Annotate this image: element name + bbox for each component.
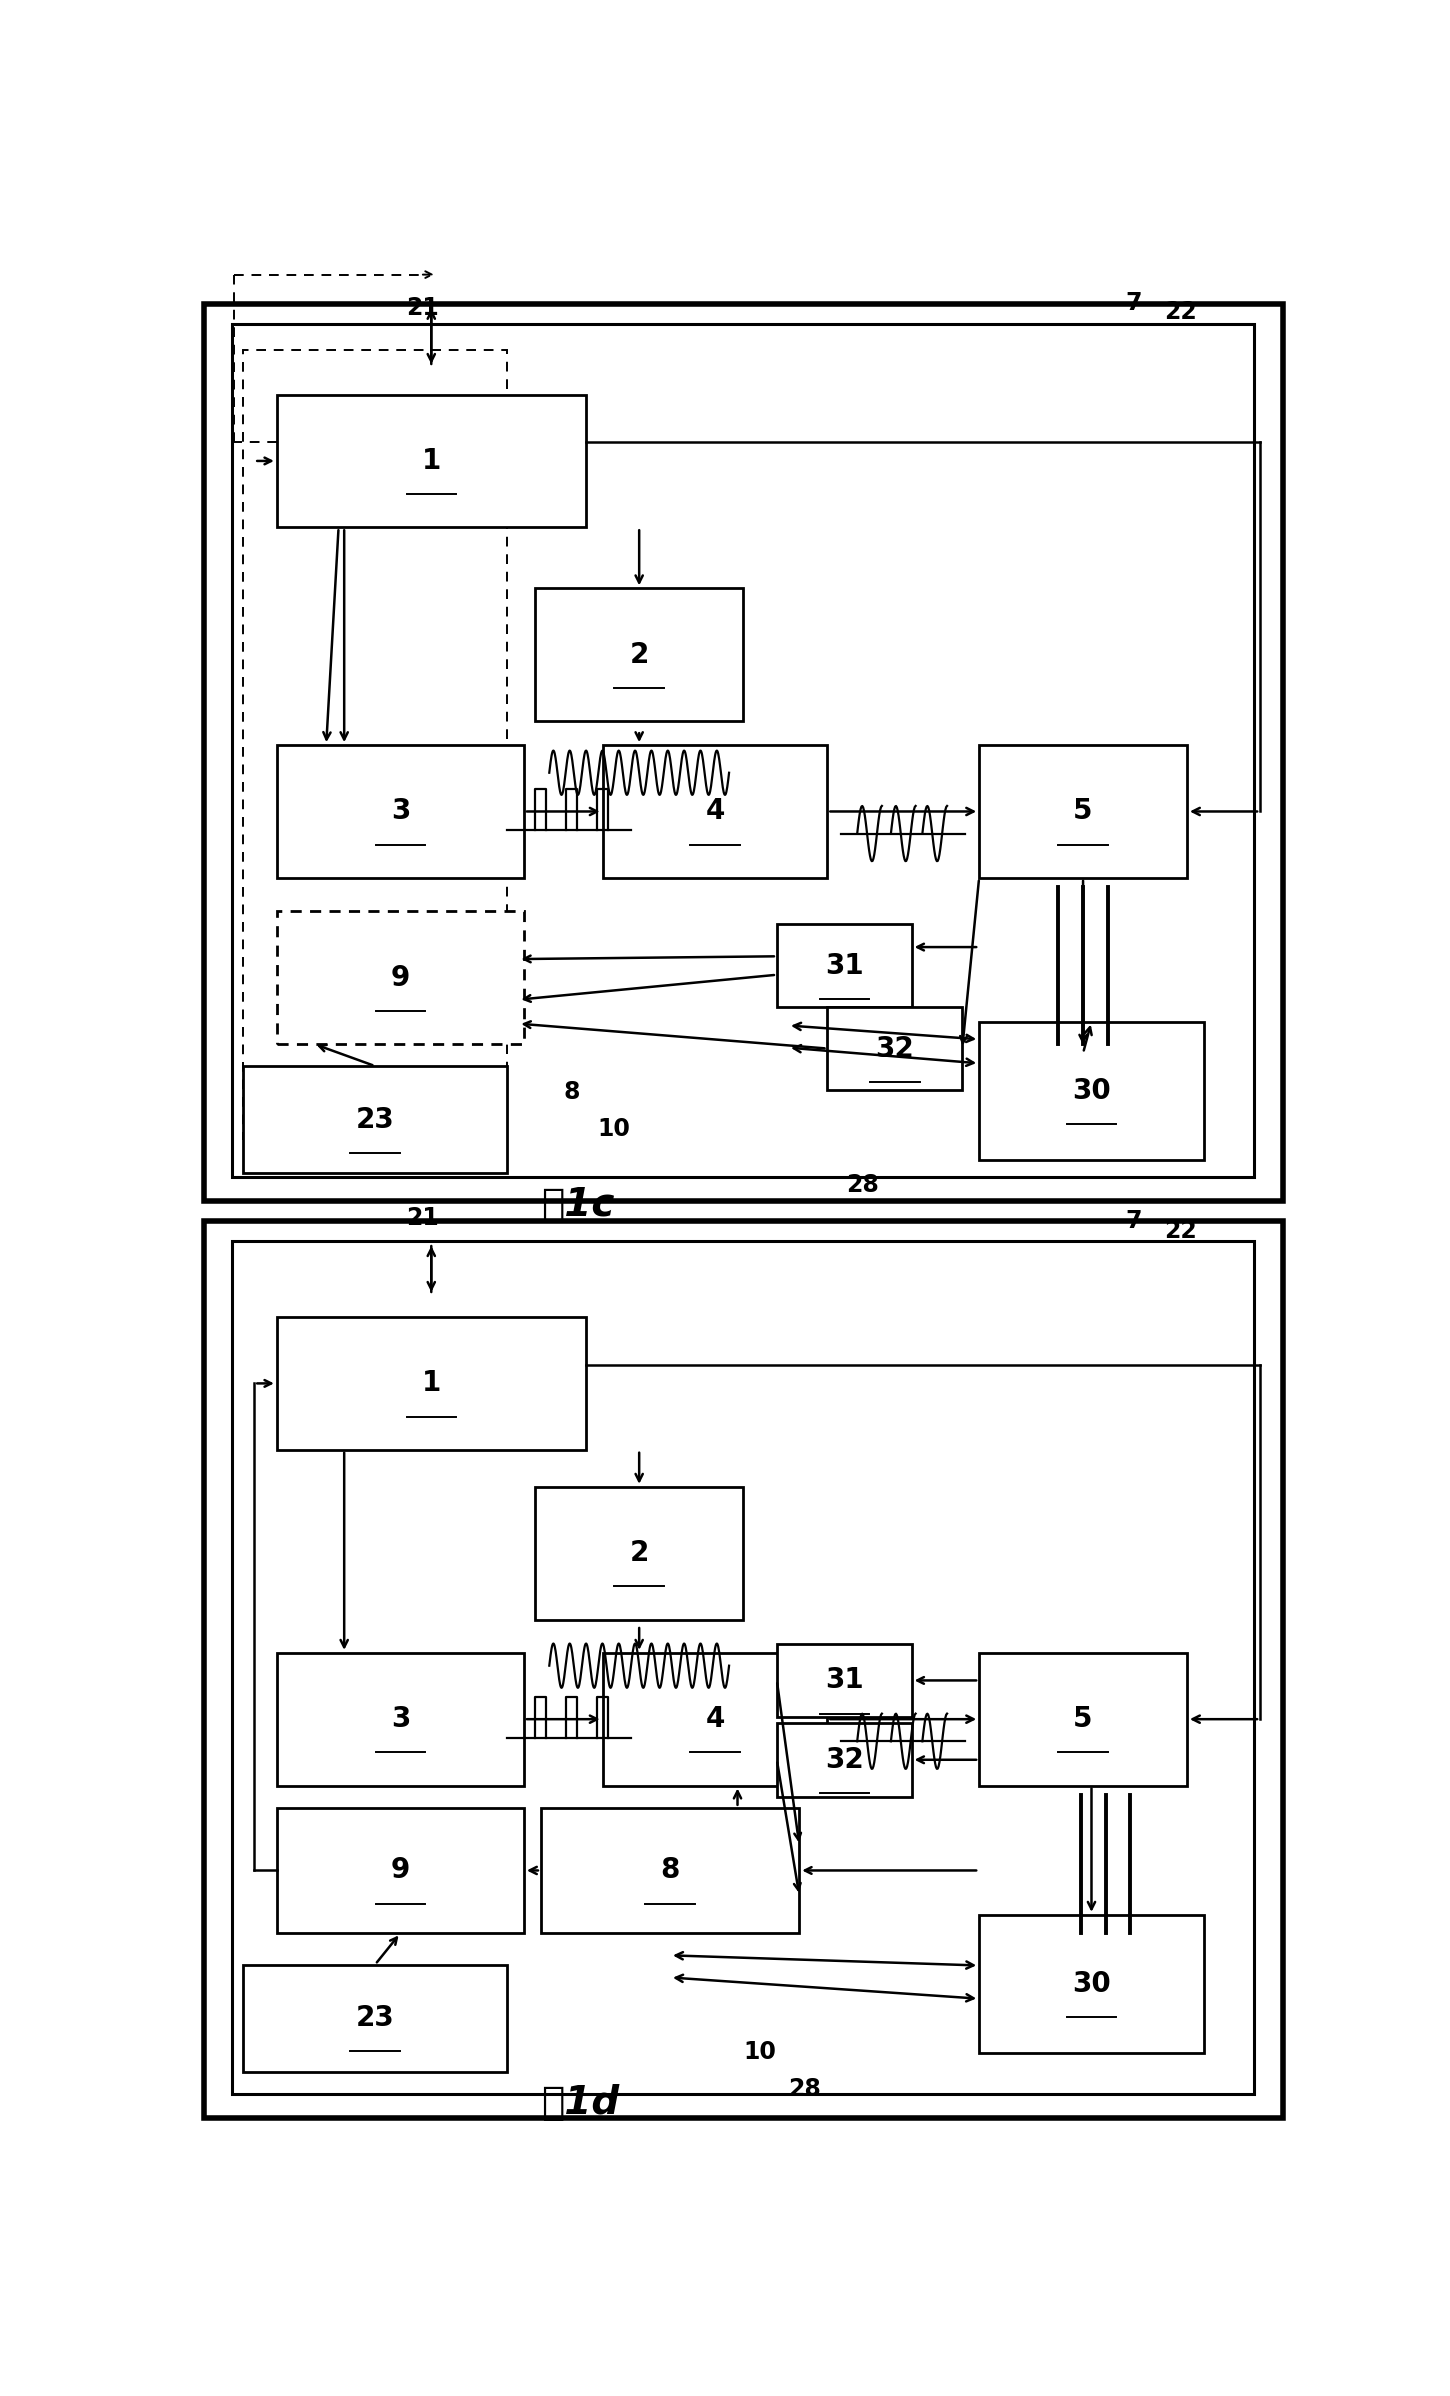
Bar [277,1318,586,1450]
Bar [232,323,1254,1176]
Bar [603,1653,828,1785]
Text: 1: 1 [422,1371,441,1397]
Text: 1: 1 [422,448,441,474]
Text: 3: 3 [390,798,410,827]
Text: 30: 30 [1072,1076,1111,1105]
Text: 3: 3 [390,1706,410,1732]
Text: 23: 23 [355,2003,394,2032]
Bar [244,1965,508,2073]
Text: 22: 22 [1164,1220,1198,1244]
Bar [777,1723,912,1797]
Text: 2: 2 [629,1538,648,1567]
Bar [244,1066,508,1174]
Text: 32: 32 [825,1747,864,1773]
Bar [277,1807,523,1934]
Bar [541,1807,799,1934]
Text: 23: 23 [355,1105,394,1133]
Bar [535,589,742,721]
Bar [203,1222,1282,2118]
Text: 7: 7 [1125,1210,1141,1234]
Bar [979,745,1188,877]
Bar [979,1021,1204,1160]
Text: 图1d: 图1d [541,2085,619,2123]
Text: 5: 5 [1073,798,1093,827]
Bar [777,925,912,1006]
Text: 28: 28 [789,2077,821,2101]
Text: 31: 31 [825,1668,864,1694]
Bar [603,745,828,877]
Text: 5: 5 [1073,1706,1093,1732]
Bar [979,1914,1204,2053]
Bar [232,1241,1254,2094]
Bar [535,1486,742,1620]
Bar [277,1653,523,1785]
Text: 9: 9 [390,963,410,992]
Text: 8: 8 [563,1081,580,1105]
Text: 7: 7 [1125,290,1141,314]
Text: 28: 28 [847,1172,879,1196]
Bar [979,1653,1188,1785]
Text: 2: 2 [629,640,648,668]
Bar [203,304,1282,1200]
Bar [277,395,586,527]
Text: 10: 10 [597,1117,629,1140]
Text: 32: 32 [876,1035,914,1061]
Text: 9: 9 [390,1857,410,1886]
Text: 21: 21 [406,1205,439,1229]
Text: 22: 22 [1164,300,1198,323]
Bar [777,1644,912,1718]
Text: 8: 8 [660,1857,680,1886]
Bar [828,1006,963,1090]
Bar [277,910,523,1045]
Text: 30: 30 [1072,1970,1111,1998]
Text: 21: 21 [406,297,439,321]
Text: 图1c: 图1c [541,1186,615,1224]
Text: 31: 31 [825,951,864,980]
Text: 4: 4 [705,1706,725,1732]
Bar [277,745,523,877]
Bar [244,350,508,1140]
Text: 10: 10 [742,2039,776,2063]
Text: 4: 4 [705,798,725,827]
